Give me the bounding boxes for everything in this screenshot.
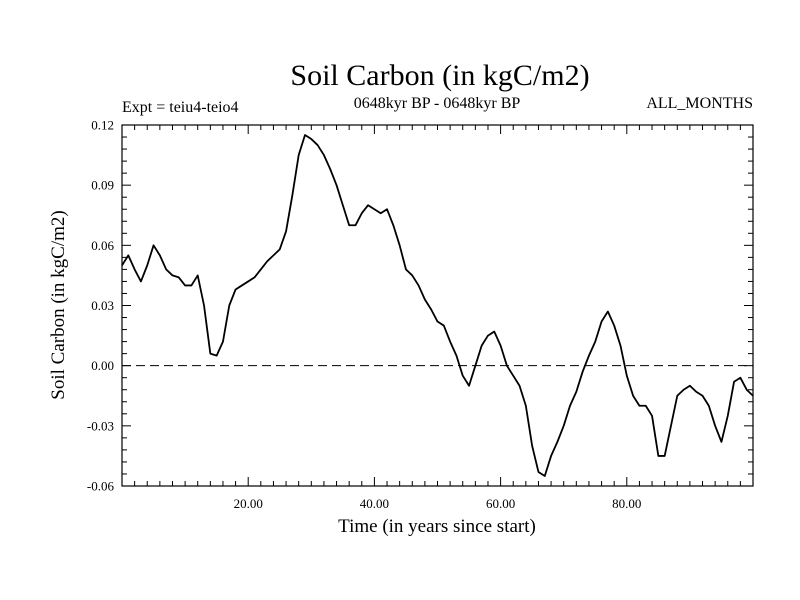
y-axis-label: Soil Carbon (in kgC/m2) (48, 210, 69, 399)
series-line-0 (121, 134, 754, 477)
x-tick-labels: 20.00 40.00 60.00 80.00 (234, 496, 642, 511)
y-tick-label: 0.00 (91, 358, 114, 373)
x-tick-label: 80.00 (612, 496, 641, 511)
y-tick-label: 0.12 (91, 118, 114, 133)
period-label: 0648kyr BP - 0648kyr BP (354, 95, 521, 112)
y-tick-label: 0.03 (91, 298, 114, 313)
x-tick-label: 20.00 (234, 496, 263, 511)
series-group (121, 134, 754, 477)
x-tick-label: 60.00 (486, 496, 515, 511)
y-tick-label: -0.06 (87, 479, 115, 494)
x-axis-label: Time (in years since start) (338, 516, 536, 537)
y-tick-label: -0.03 (87, 418, 114, 433)
y-tick-labels: -0.06 -0.03 0.00 0.03 0.06 0.09 0.12 (87, 118, 115, 494)
chart-title: Soil Carbon (in kgC/m2) (290, 59, 589, 92)
plot-frame (121, 124, 754, 487)
months-label: ALL_MONTHS (646, 95, 753, 112)
y-tick-label: 0.06 (91, 238, 114, 253)
experiment-label: Expt = teiu4-teio4 (122, 99, 239, 116)
axis-ticks (122, 124, 753, 487)
x-tick-label: 40.00 (360, 496, 389, 511)
y-tick-label: 0.09 (91, 178, 114, 193)
